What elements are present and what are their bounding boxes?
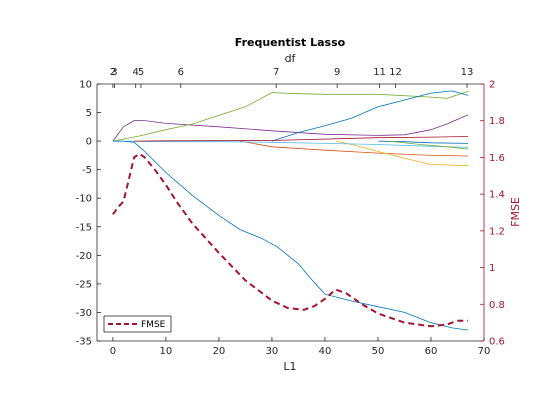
x-tick-label: 0	[110, 346, 116, 357]
coef-path-5	[335, 140, 469, 167]
ticks: 0 10 20 30 40 50 60 701050-5-10-15-20-25-30-352…	[76, 67, 505, 357]
coef-path-4	[240, 140, 469, 157]
x-tick-label: 10	[160, 346, 173, 357]
y-tick-label: -30	[76, 308, 92, 319]
right-tick-label: 0.6	[489, 337, 505, 348]
right-tick-label: 1.4	[489, 190, 505, 201]
fmse-line	[112, 152, 469, 328]
right-tick-label: 1.6	[489, 153, 505, 164]
top-tick-label: 9	[334, 67, 340, 78]
y-tick-label: 0	[86, 137, 92, 148]
coef-path-3	[271, 90, 469, 142]
top-tick-label: 5	[138, 67, 144, 78]
right-tick-label: 1	[489, 263, 495, 274]
coef-path-7	[134, 136, 469, 142]
x-tick-label: 20	[213, 346, 226, 357]
top-axis-label: df	[285, 52, 297, 65]
x-tick-label: 70	[478, 346, 491, 357]
right-tick-label: 2	[489, 80, 495, 91]
top-tick-label: 12	[389, 67, 402, 78]
x-tick-label: 50	[372, 346, 385, 357]
top-tick-label: 4	[133, 67, 139, 78]
chart-title: Frequentist Lasso	[235, 36, 346, 49]
x-tick-label: 60	[425, 346, 438, 357]
right-tick-label: 0.8	[489, 300, 505, 311]
coef-path-6	[112, 140, 469, 148]
coef-path-9	[388, 140, 469, 150]
top-tick-label: 3	[111, 67, 117, 78]
top-tick-label: 2	[110, 67, 116, 78]
right-tick-label: 1.8	[489, 116, 505, 127]
coef-path-10	[112, 140, 469, 331]
top-tick-label: 6	[178, 67, 184, 78]
plot-lines	[112, 90, 469, 331]
legend: FMSE	[103, 315, 172, 333]
top-tick-label: 7	[273, 67, 279, 78]
x-axis-label: L1	[283, 360, 296, 373]
legend-fmse-label: FMSE	[141, 320, 166, 330]
y-tick-label: -10	[76, 194, 92, 205]
coef-path-1	[112, 114, 469, 142]
y-tick-label: -20	[76, 251, 92, 262]
top-tick-label: 13	[461, 67, 474, 78]
axes	[96, 83, 485, 342]
coef-path-2	[112, 91, 469, 142]
right-axis-label: FMSE	[509, 197, 522, 227]
y-tick-label: -5	[82, 165, 92, 176]
top-tick-label: 11	[373, 67, 386, 78]
y-tick-label: 5	[86, 108, 92, 119]
y-tick-label: 10	[79, 80, 92, 91]
y-tick-label: -25	[76, 279, 92, 290]
y-tick-label: -15	[76, 222, 92, 233]
x-tick-label: 40	[319, 346, 332, 357]
legend-box	[103, 315, 172, 333]
y-tick-label: -35	[76, 337, 92, 348]
right-tick-label: 1.2	[489, 226, 505, 237]
x-tick-label: 30	[266, 346, 279, 357]
